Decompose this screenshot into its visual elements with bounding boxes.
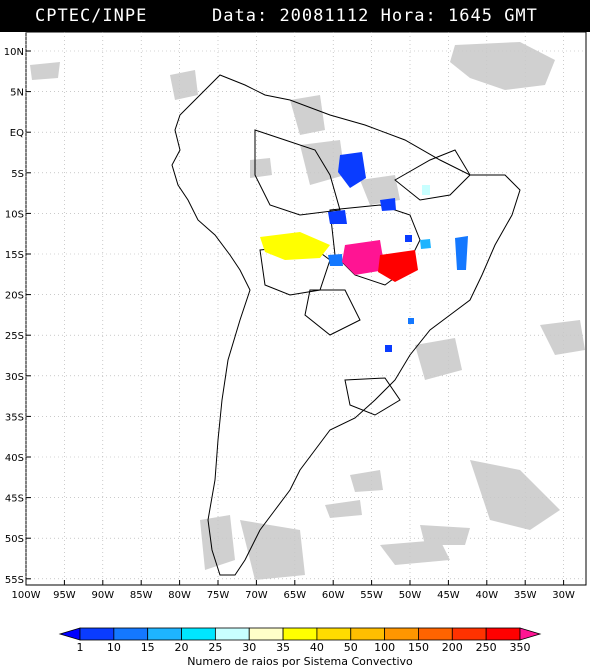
lat-label: EQ (10, 128, 24, 139)
lat-label: 30S (5, 372, 24, 383)
colorbar-segment (282, 627, 318, 641)
lat-label: 20S (5, 291, 24, 302)
system-lightcyan (422, 185, 430, 195)
colorbar-label: 50 (344, 641, 358, 654)
system-blue-6 (405, 235, 412, 242)
date-value: 20081112 (279, 6, 370, 26)
lon-label: 75W (207, 590, 230, 601)
lon-label: 100W (12, 590, 41, 601)
lon-label: 70W (245, 590, 268, 601)
lon-label: 40W (475, 590, 498, 601)
lat-label: 10N (4, 47, 24, 58)
lat-label: 45S (5, 494, 24, 505)
lon-label: 45W (437, 590, 460, 601)
colorbar-segment (58, 627, 81, 641)
colorbar-segment (147, 627, 182, 641)
colorbar-label: 25 (208, 641, 222, 654)
colorbar-segment (485, 627, 521, 641)
colorbar-segment (519, 627, 542, 641)
longitude-labels: 100W 95W 90W 85W 80W 75W 70W 65W 60W 55W 50W 45W 40W… (12, 590, 576, 601)
colorbar-label: 10 (107, 641, 121, 654)
lon-label: 90W (91, 590, 114, 601)
colorbar-segment (113, 627, 149, 641)
system-red (378, 250, 418, 282)
system-cyan-1 (420, 239, 431, 249)
colorbar-label: 40 (310, 641, 324, 654)
lat-label: 40S (5, 453, 24, 464)
colorbar-label: 100 (374, 641, 395, 654)
lon-label: 30W (552, 590, 575, 601)
system-blue-3 (380, 198, 396, 211)
satellite-cloud-layer (30, 42, 585, 580)
system-blue-7 (385, 345, 392, 352)
title-bar: CPTEC/INPE Data: 20081112 Hora: 1645 GMT (0, 0, 590, 32)
colorbar-segment (181, 627, 216, 641)
latitude-labels: 10N 5N EQ 5S 10S 15S 20S 25S 30S 35S 40S 45S 50S 55S (4, 47, 24, 586)
lat-label: 50S (5, 534, 24, 545)
date-label: Data: (212, 6, 269, 26)
lon-label: 95W (53, 590, 76, 601)
colorbar (58, 627, 542, 641)
colorbar-label: 150 (408, 641, 429, 654)
lon-label: 65W (283, 590, 306, 601)
colorbar-segment (214, 627, 250, 641)
colorbar-label: 1 (77, 641, 84, 654)
source-label: CPTEC/INPE (35, 6, 148, 26)
colorbar-segment (316, 627, 352, 641)
lon-label: 85W (130, 590, 153, 601)
colorbar-segment (451, 627, 487, 641)
lat-label: 55S (5, 575, 24, 586)
time-label: Hora: (380, 6, 437, 26)
lat-label: 35S (5, 412, 24, 423)
system-blue-5 (328, 254, 343, 266)
colorbar-label: 200 (442, 641, 463, 654)
colorbar-label: 250 (476, 641, 497, 654)
lat-label: 25S (5, 331, 24, 342)
system-pink (342, 240, 385, 275)
lat-label: 15S (5, 250, 24, 261)
colorbar-labels: 1 10 15 20 25 30 35 40 50 100 150 200 250 350 (77, 641, 531, 654)
colorbar-label: 350 (510, 641, 531, 654)
lon-label: 50W (399, 590, 422, 601)
time-value: 1645 GMT (448, 6, 538, 26)
system-yellow (260, 232, 330, 260)
colorbar-segment (79, 627, 115, 641)
colorbar-label: 20 (175, 641, 189, 654)
lat-label: 5N (10, 88, 24, 99)
lat-label: 5S (11, 169, 24, 180)
convective-systems (260, 152, 468, 352)
system-blue-2 (328, 210, 347, 224)
datetime-label: Data: 20081112 Hora: 1645 GMT (212, 6, 538, 26)
colorbar-title: Numero de raios por Sistema Convectivo (187, 655, 413, 668)
colorbar-segment (384, 627, 419, 641)
colorbar-segment (418, 627, 453, 641)
colorbar-label: 35 (276, 641, 290, 654)
colorbar-label: 15 (141, 641, 155, 654)
lon-label: 80W (168, 590, 191, 601)
system-blue-4 (455, 236, 468, 270)
colorbar-segment (248, 627, 284, 641)
lon-label: 55W (360, 590, 383, 601)
colorbar-label: 30 (242, 641, 256, 654)
system-blue-8 (408, 318, 414, 324)
lon-label: 35W (514, 590, 537, 601)
lat-label: 10S (5, 209, 24, 220)
system-blue-1 (338, 152, 366, 188)
colorbar-segment (350, 627, 386, 641)
lon-label: 60W (322, 590, 345, 601)
